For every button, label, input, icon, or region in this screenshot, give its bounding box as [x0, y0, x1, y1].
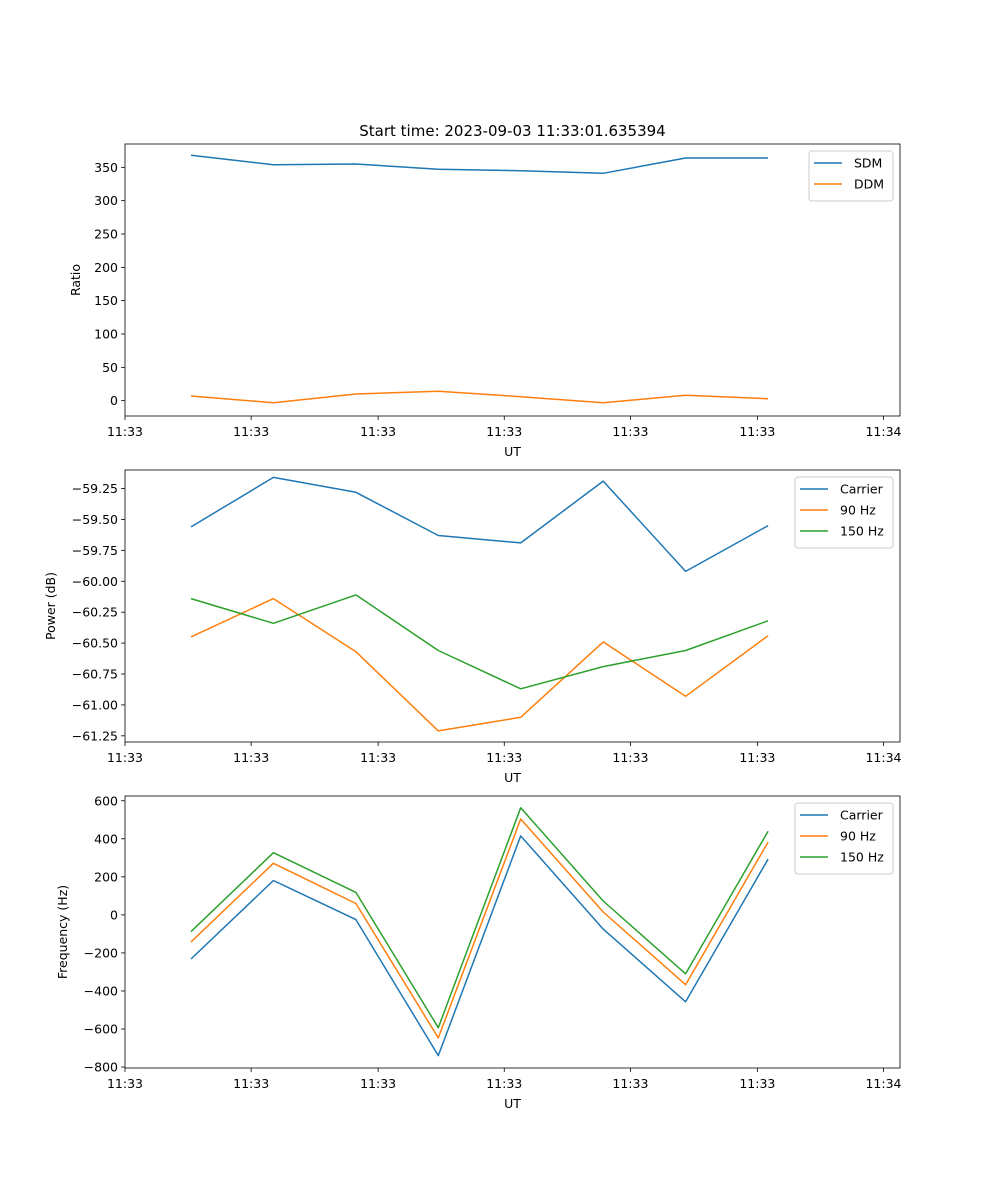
y-tick-label: −60.75 [72, 667, 118, 682]
x-tick-label: 11:34 [865, 1076, 901, 1091]
axes-frame [124, 143, 901, 417]
y-tick-label: −60.25 [72, 605, 118, 620]
legend-label-carrier: Carrier [840, 808, 884, 823]
y-axis-label: Ratio [68, 264, 83, 296]
x-tick-label: 11:33 [486, 1076, 522, 1091]
x-axis-label: UT [504, 444, 521, 459]
y-tick-label: 250 [94, 227, 118, 242]
y-tick-label: −400 [84, 983, 118, 998]
y-axis-label: Frequency (Hz) [55, 885, 70, 979]
axes-frame [124, 469, 901, 743]
legend-label-90-hz: 90 Hz [840, 829, 876, 844]
x-axis-label: UT [504, 770, 521, 785]
x-tick-label: 11:33 [360, 750, 396, 765]
x-tick-label: 11:33 [233, 1076, 269, 1091]
series-line-carrier [190, 835, 769, 1057]
legend: SDM DDM [808, 150, 894, 202]
series-line-90-hz [190, 818, 769, 1039]
series-line-150-hz [190, 594, 769, 690]
legend-label-ddm: DDM [854, 177, 884, 192]
x-tick-label: 11:33 [739, 750, 775, 765]
y-tick-label: −59.75 [72, 543, 118, 558]
x-tick-label: 11:33 [107, 750, 143, 765]
x-tick-label: 11:33 [612, 424, 648, 439]
x-tick-label: 11:33 [739, 424, 775, 439]
power-subplot: 11:33 11:33 11:33 11:33 11:33 11:33 11:34 −61.2… [43, 469, 902, 785]
x-tick-label: 11:33 [612, 1076, 648, 1091]
x-tick-label: 11:33 [233, 750, 269, 765]
series-line-ddm [190, 390, 769, 404]
y-tick-label: 300 [94, 193, 118, 208]
ratio-subplot: 11:33 11:33 11:33 11:33 11:33 11:33 11:34 0 50 10… [68, 143, 902, 459]
y-tick-label: 600 [94, 793, 118, 808]
legend: Carrier 90 Hz 150 Hz [794, 802, 894, 875]
legend-label-carrier: Carrier [840, 482, 884, 497]
legend-label-sdm: SDM [854, 156, 882, 171]
x-tick-label: 11:33 [360, 1076, 396, 1091]
x-tick-label: 11:33 [360, 424, 396, 439]
x-tick-label: 11:34 [865, 750, 901, 765]
y-tick-label: 0 [110, 907, 118, 922]
x-tick-label: 11:33 [739, 1076, 775, 1091]
x-tick-label: 11:33 [486, 424, 522, 439]
y-tick-label: 350 [94, 160, 118, 175]
y-tick-label: 50 [102, 360, 118, 375]
figure-title: Start time: 2023-09-03 11:33:01.635394 [359, 122, 665, 140]
y-tick-label: 400 [94, 831, 118, 846]
x-tick-label: 11:33 [107, 1076, 143, 1091]
y-tick-label: −60.00 [72, 574, 118, 589]
x-tick-label: 11:33 [107, 424, 143, 439]
x-tick-label: 11:33 [233, 424, 269, 439]
y-tick-label: 0 [110, 393, 118, 408]
axes-frame [124, 795, 901, 1069]
y-tick-label: 200 [94, 260, 118, 275]
y-tick-label: 100 [94, 327, 118, 342]
series-line-150-hz [190, 807, 769, 1029]
x-tick-label: 11:33 [486, 750, 522, 765]
legend-label-150-hz: 150 Hz [840, 524, 884, 539]
y-tick-label: −59.50 [72, 512, 118, 527]
y-axis-label: Power (dB) [43, 572, 58, 640]
y-tick-label: −600 [84, 1022, 118, 1037]
x-tick-label: 11:33 [612, 750, 648, 765]
series-line-90-hz [190, 597, 769, 732]
y-tick-label: −61.25 [72, 728, 118, 743]
x-tick-label: 11:34 [865, 424, 901, 439]
legend: Carrier 90 Hz 150 Hz [794, 476, 894, 549]
y-tick-label: −800 [84, 1060, 118, 1075]
y-tick-label: 200 [94, 869, 118, 884]
legend-label-150-hz: 150 Hz [840, 850, 884, 865]
series-line-carrier [190, 476, 769, 573]
series-line-sdm [190, 154, 769, 175]
x-axis-label: UT [504, 1096, 521, 1111]
y-tick-label: −61.00 [72, 697, 118, 712]
y-tick-label: −200 [84, 945, 118, 960]
y-tick-label: −59.25 [72, 481, 118, 496]
y-tick-label: −60.50 [72, 636, 118, 651]
y-tick-label: 150 [94, 293, 118, 308]
frequency-subplot: 11:33 11:33 11:33 11:33 11:33 11:33 11:34 −800 −… [55, 793, 902, 1111]
legend-label-90-hz: 90 Hz [840, 503, 876, 518]
